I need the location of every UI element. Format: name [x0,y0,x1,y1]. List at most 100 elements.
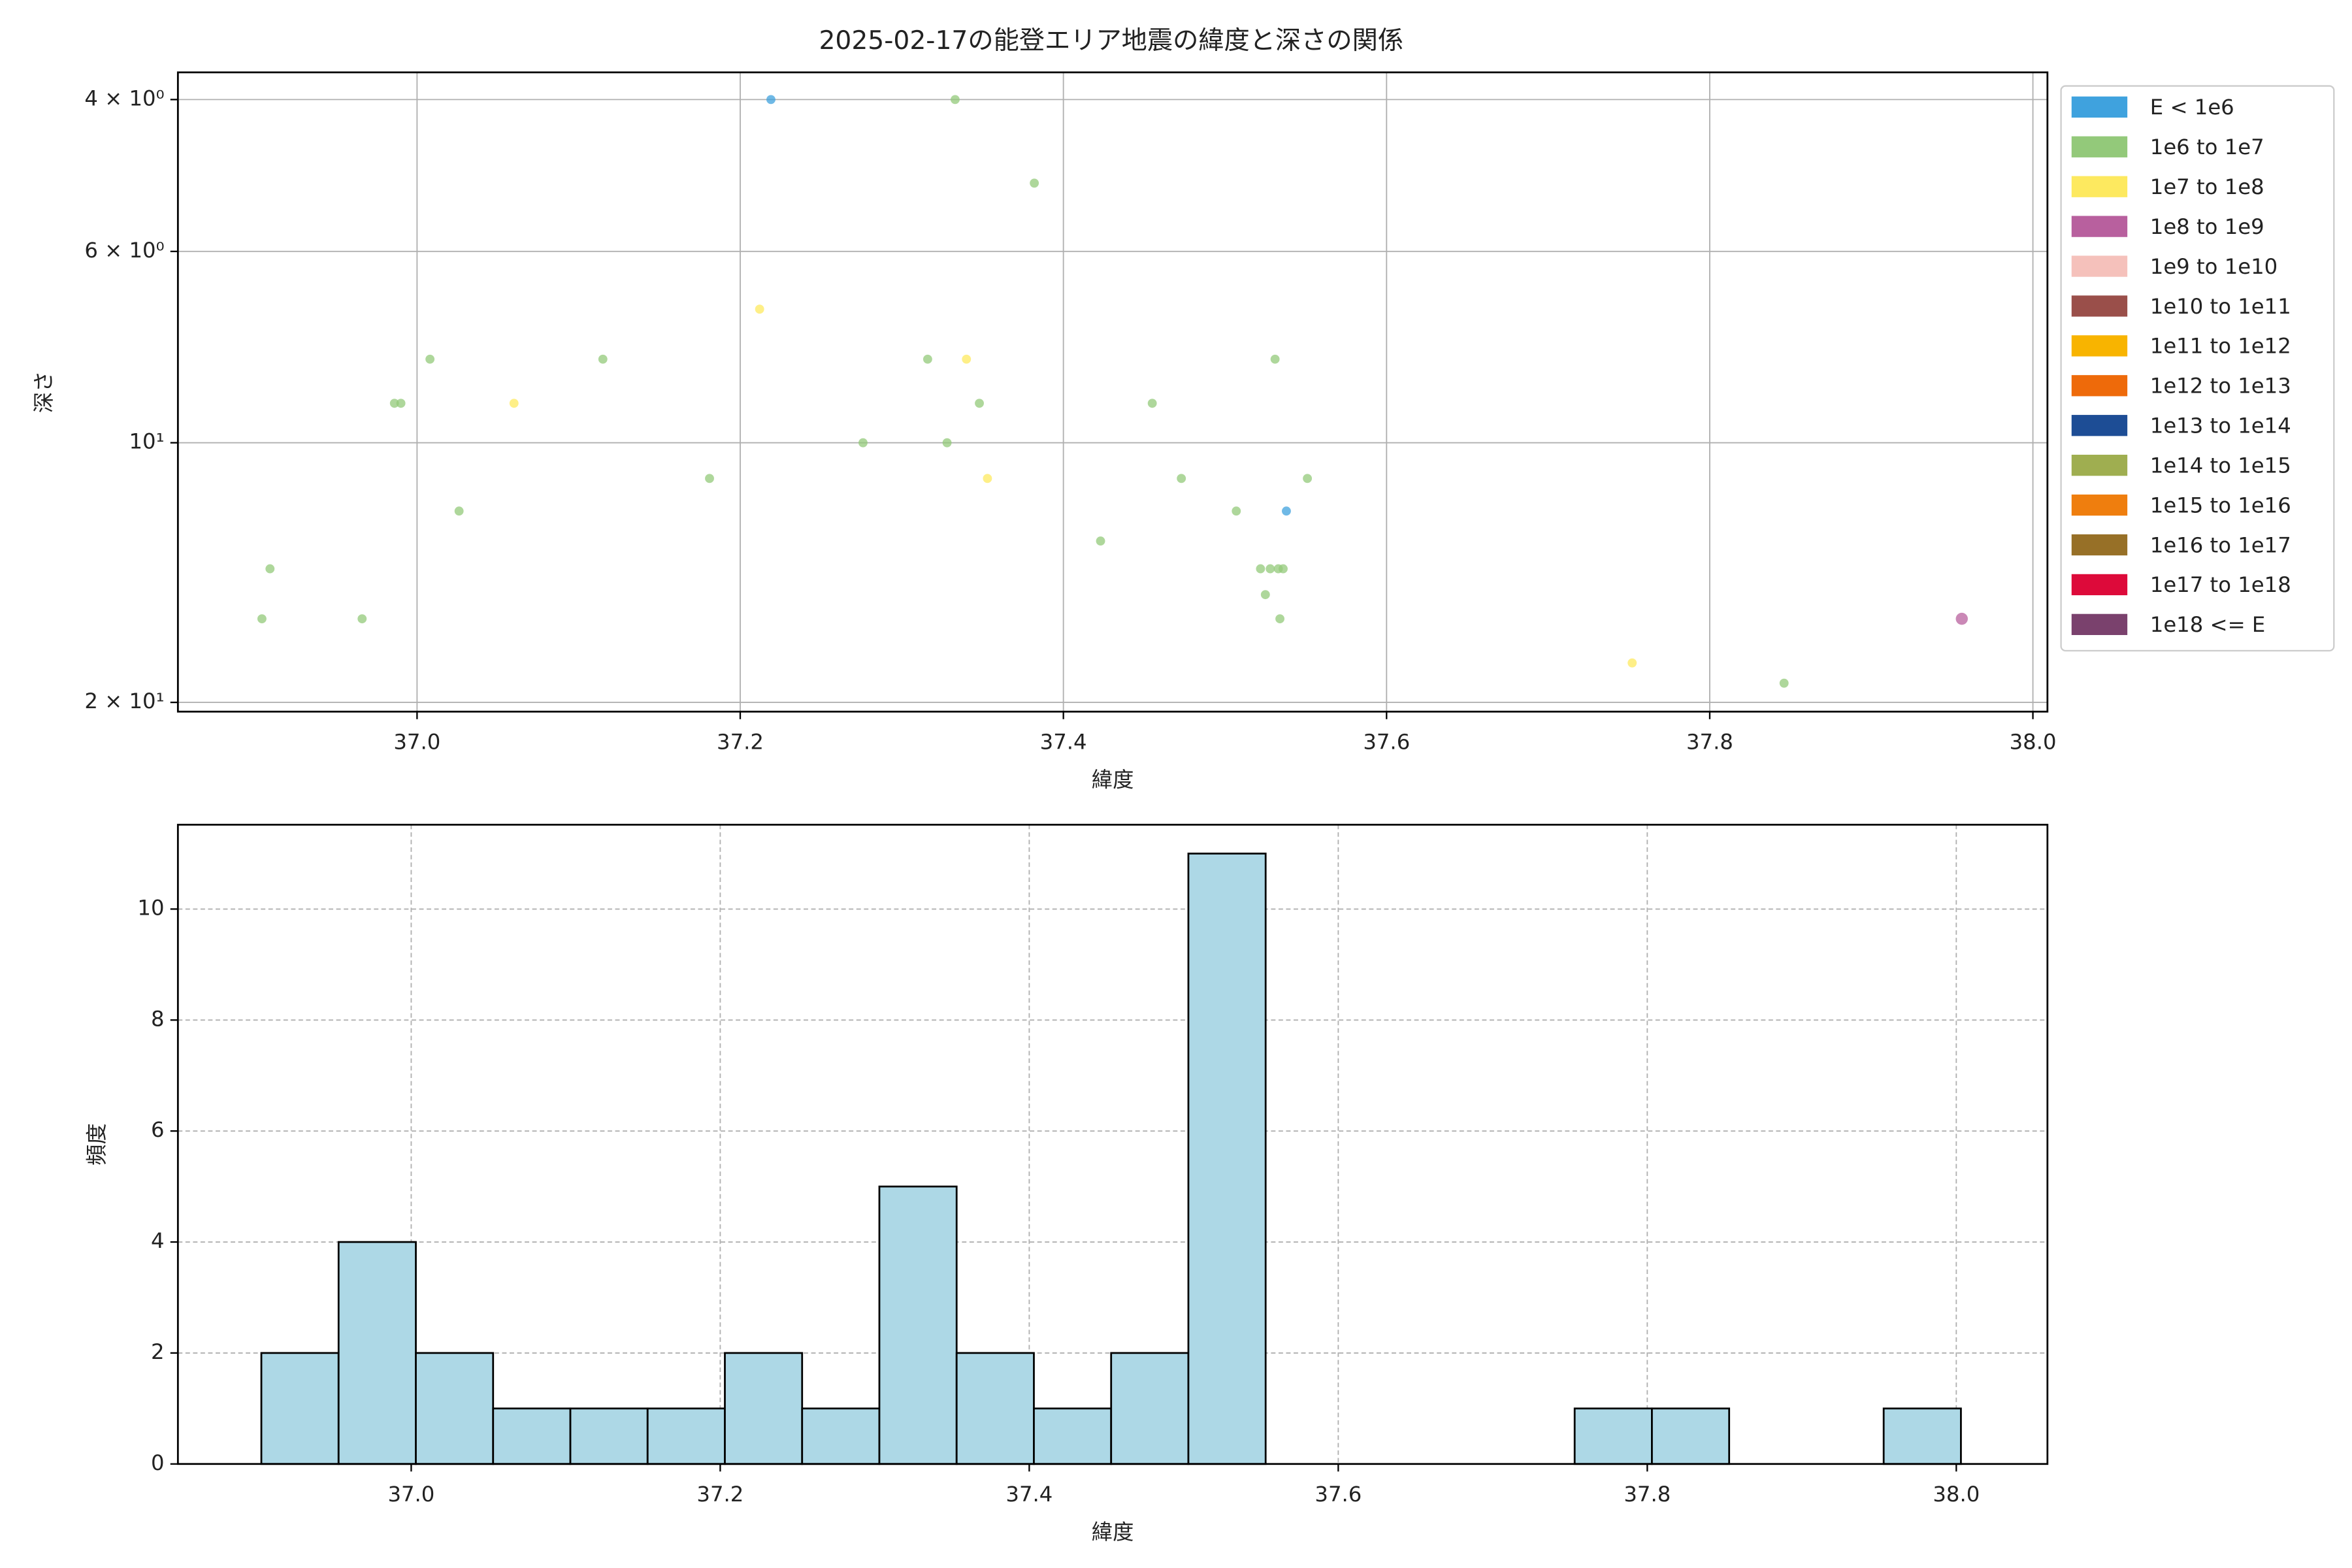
bar [646,1407,726,1465]
y-tick-label: 4 [151,1228,165,1253]
legend-label: 1e16 to 1e17 [2150,532,2291,557]
x-tick-label: 37.0 [393,730,440,755]
point [1147,399,1157,408]
x-tick-label: 37.2 [696,1482,743,1507]
point [951,95,960,105]
bar [415,1352,495,1465]
legend-swatch [2071,255,2128,277]
point [766,95,776,105]
legend-swatch [2071,136,2128,157]
x-axis-label: 緯度 [1092,1520,1134,1544]
x-tick-label: 37.0 [387,1482,434,1507]
legend-label: 1e17 to 1e18 [2150,572,2291,597]
y-tick-label: 6 [151,1117,165,1142]
point [425,354,435,364]
legend-label: 1e15 to 1e16 [2150,493,2291,517]
legend-swatch [2071,96,2128,118]
bar [337,1241,417,1465]
point [1256,564,1266,574]
legend-label: 1e11 to 1e12 [2150,334,2291,359]
y-tick-label: 6 × 10⁰ [84,238,164,263]
chart-title: 2025-02-17の能登エリア地震の緯度と深さの関係 [819,26,1403,56]
bar [955,1352,1035,1465]
x-axis-label: 緯度 [1092,767,1134,792]
point [598,354,608,364]
legend-swatch [2071,375,2128,397]
bar [724,1352,804,1465]
x-tick-label: 37.4 [1040,730,1087,755]
y-tick-label: 4 × 10⁰ [84,86,164,110]
point [1266,564,1275,574]
point [1275,614,1284,624]
point [1955,612,1968,625]
x-tick-label: 37.6 [1363,730,1410,755]
point [396,399,406,408]
point [265,564,275,574]
bar [1187,853,1267,1465]
point [1303,474,1313,483]
x-tick-label: 37.2 [717,730,764,755]
y-tick-label: 0 [151,1450,165,1475]
legend-swatch [2071,216,2128,237]
bar [492,1407,572,1465]
point [1177,474,1186,483]
bar [569,1407,649,1465]
point [858,438,868,448]
plot-frame [176,71,2049,713]
y-tick-label: 2 × 10¹ [84,689,164,713]
point [962,354,972,364]
legend-swatch [2071,574,2128,596]
plot-frame [176,823,2049,1465]
bar [260,1352,340,1465]
bar [878,1185,958,1465]
point [1232,506,1241,516]
legend-frame [2060,85,2335,652]
bar [1651,1407,1731,1465]
legend-label: 1e14 to 1e15 [2150,453,2291,478]
point [923,354,932,364]
point [1096,536,1105,546]
y-tick-label: 10¹ [129,429,164,454]
legend-swatch [2071,415,2128,436]
legend-label: 1e12 to 1e13 [2150,374,2291,399]
point [1779,678,1789,688]
y-tick-label: 2 [151,1339,165,1364]
point [705,474,714,483]
point [1270,354,1280,364]
legend-label: 1e7 to 1e8 [2150,174,2264,199]
point [257,614,267,624]
legend-swatch [2071,534,2128,556]
point [1260,590,1270,600]
point [975,399,984,408]
point [1279,564,1288,574]
bar [1110,1352,1190,1465]
legend-label: E < 1e6 [2150,95,2234,120]
x-tick-label: 38.0 [1933,1482,1980,1507]
point [389,399,399,408]
legend-label: 1e9 to 1e10 [2150,254,2278,279]
legend-swatch [2071,455,2128,476]
legend-label: 1e10 to 1e11 [2150,294,2291,319]
x-tick-label: 37.4 [1005,1482,1053,1507]
legend-swatch [2071,295,2128,317]
legend: E < 1e6 1e6 to 1e7 1e7 to 1e8 1e8 to 1e9 1e9… [2060,85,2335,652]
point [357,614,367,624]
bar [1033,1407,1113,1465]
legend-swatch [2071,494,2128,516]
y-axis-label: 深さ [31,371,56,414]
x-tick-label: 38.0 [2010,730,2057,755]
x-tick-label: 37.8 [1624,1482,1671,1507]
legend-label: 1e8 to 1e9 [2150,214,2264,239]
bar [1882,1407,1962,1465]
point [454,506,464,516]
point [983,474,992,483]
legend-swatch [2071,335,2128,357]
point [1282,506,1291,516]
y-tick-label: 10 [137,895,164,920]
y-axis-label: 頻度 [84,1123,109,1166]
bar [801,1407,881,1465]
legend-swatch [2071,613,2128,635]
x-tick-label: 37.6 [1315,1482,1362,1507]
legend-swatch [2071,176,2128,197]
